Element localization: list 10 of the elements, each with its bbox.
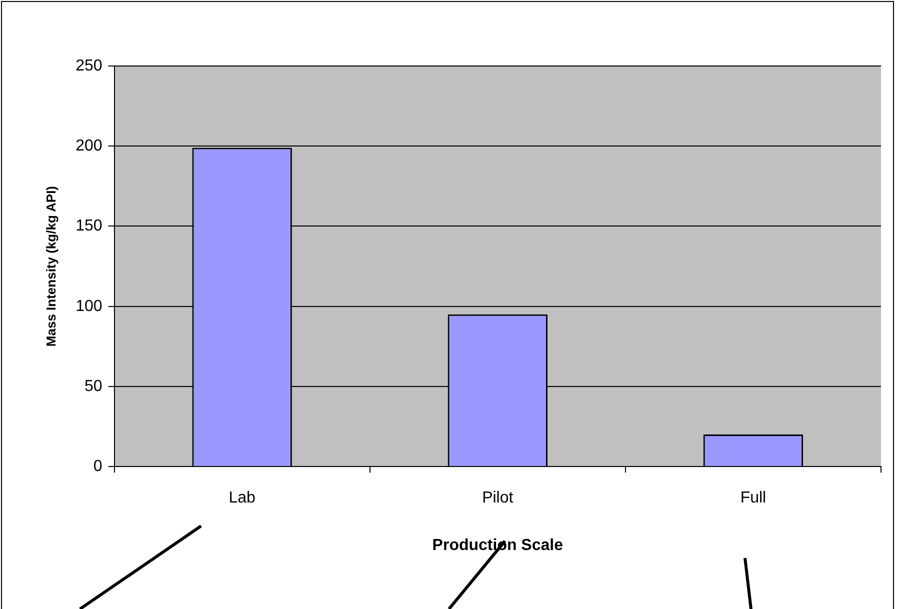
- y-tick-label: 150: [76, 218, 102, 235]
- y-tick-label: 250: [76, 57, 102, 74]
- y-tick-label: 200: [76, 138, 102, 155]
- y-tick-label: 50: [84, 378, 102, 395]
- y-tick-label: 100: [76, 298, 102, 315]
- y-axis-title: Mass Intensity (kg/kg API): [43, 186, 58, 347]
- y-tick-label: 0: [93, 458, 102, 476]
- x-tick-label: Full: [740, 490, 766, 507]
- x-tick-label: Pilot: [482, 490, 514, 507]
- x-tick-label: Lab: [228, 490, 256, 507]
